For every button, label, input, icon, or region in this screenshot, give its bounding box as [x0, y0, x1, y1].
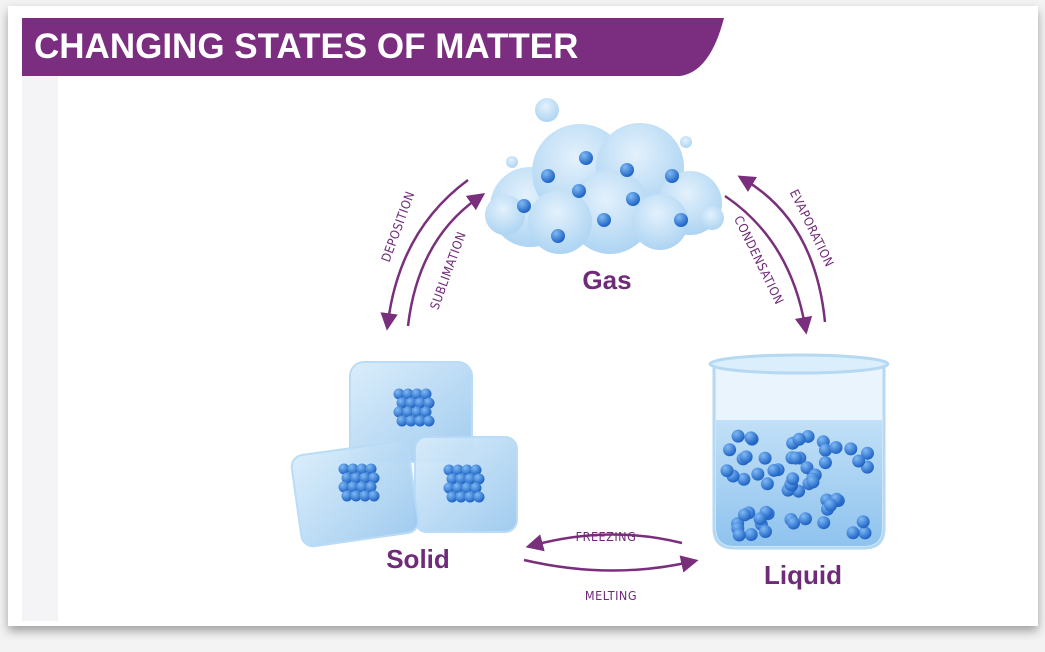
- particle: [761, 477, 774, 490]
- shape: [710, 355, 888, 373]
- transition-label: FREEZING: [576, 529, 637, 544]
- particle: [806, 475, 819, 488]
- particle: [789, 452, 802, 465]
- particle: [793, 433, 806, 446]
- particle: [858, 526, 871, 539]
- shape: [680, 136, 692, 148]
- particle: [744, 431, 757, 444]
- particle: [857, 515, 870, 528]
- particle: [733, 529, 746, 542]
- diagram: CHANGING STATES OF MATTER Gas Solid Liqu…: [0, 0, 1045, 652]
- particle: [819, 456, 832, 469]
- transition-label: MELTING: [585, 588, 637, 603]
- shape: [485, 195, 525, 235]
- particle: [759, 452, 772, 465]
- shape: [506, 156, 518, 168]
- particle: [721, 464, 734, 477]
- particle: [787, 516, 800, 529]
- particle: [517, 199, 531, 213]
- particle: [474, 492, 485, 503]
- particle: [844, 442, 857, 455]
- particle: [817, 516, 830, 529]
- node-label: Gas: [582, 265, 631, 295]
- particle: [786, 472, 799, 485]
- particle: [572, 184, 586, 198]
- particle: [759, 525, 772, 538]
- particle: [665, 169, 679, 183]
- particle: [369, 491, 380, 502]
- particle: [597, 213, 611, 227]
- particle: [799, 512, 812, 525]
- particle: [824, 499, 837, 512]
- particle: [541, 169, 555, 183]
- particle: [579, 151, 593, 165]
- node-label: Liquid: [764, 560, 842, 590]
- particle: [751, 468, 764, 481]
- node-label: Solid: [386, 544, 450, 574]
- particle: [620, 163, 634, 177]
- particle: [745, 528, 758, 541]
- particle: [551, 229, 565, 243]
- particle: [674, 213, 688, 227]
- shape: [700, 206, 724, 230]
- particle: [732, 430, 745, 443]
- particle: [424, 416, 435, 427]
- particle: [829, 441, 842, 454]
- page: Changing States of Matter {"header": {"t…: [0, 0, 1045, 652]
- shape: [535, 98, 559, 122]
- particle: [754, 512, 767, 525]
- shape: [528, 190, 592, 254]
- particle: [852, 454, 865, 467]
- particle: [738, 508, 751, 521]
- particle: [847, 526, 860, 539]
- page-body: CHANGING STATES OF MATTER Gas Solid Liqu…: [0, 0, 1045, 652]
- title: CHANGING STATES OF MATTER: [34, 27, 578, 66]
- side-strip: [22, 76, 58, 621]
- particle: [740, 450, 753, 463]
- particle: [767, 464, 780, 477]
- particle: [723, 443, 736, 456]
- particle: [626, 192, 640, 206]
